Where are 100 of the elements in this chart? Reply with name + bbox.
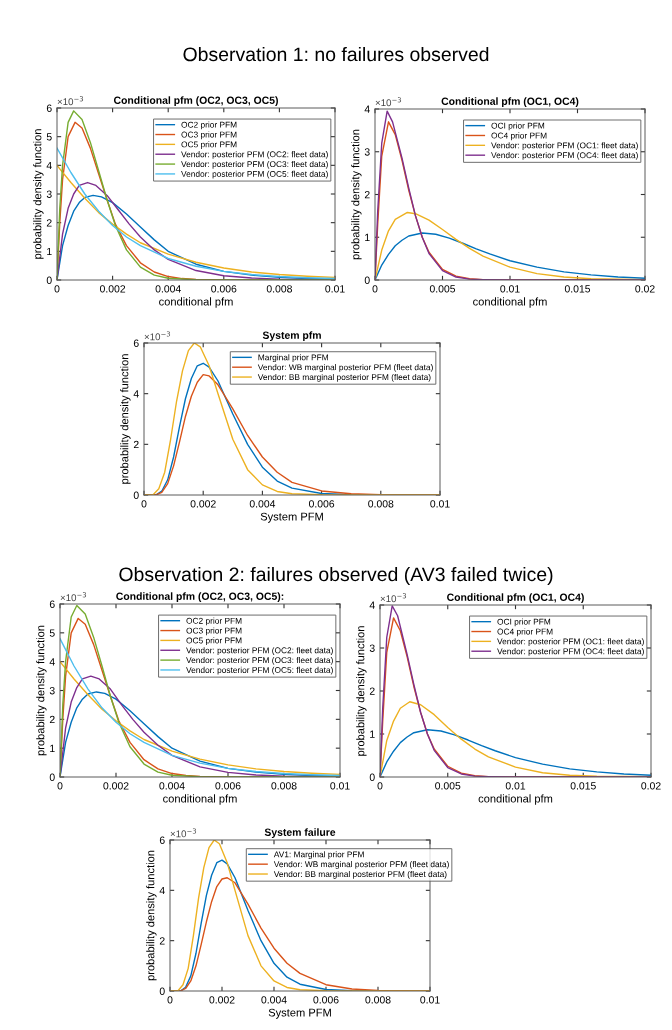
legend-label: Vendor: WB marginal posterior PFM (fleet data) [257, 364, 433, 372]
y-tick-label: 2 [133, 440, 139, 449]
y-tick-label: 1 [365, 233, 370, 242]
y-tick-label: 2 [369, 687, 375, 695]
legend-label: Vendor: posterior PFM (OC1: fleet data) [497, 638, 644, 647]
x-tick-label: 0.006 [313, 996, 339, 1004]
legend-label: Vendor: posterior PFM (OC4: fleet data) [491, 152, 638, 160]
y-tick-label: 3 [364, 148, 370, 156]
legend-label: Vendor: posterior PFM (OC3: fleet data) [181, 160, 328, 169]
chart-title: Conditional pfm (OC1, OC4) [441, 97, 579, 107]
y-tick-label: 4 [159, 886, 165, 895]
x-tick-label: 0.02 [641, 782, 661, 790]
x-tick-label: 0.01 [505, 782, 526, 790]
chart-title: Conditional pfm (OC1, OC4) [447, 593, 584, 603]
y-tick-label: 2 [159, 937, 165, 945]
y-axis-title: probability density function [356, 626, 367, 756]
text: ×10$^{−3}$ [375, 97, 402, 107]
legend-label: OC2 prior PFM [181, 121, 237, 130]
text: Observation 1: no failures observed [183, 46, 489, 62]
legend-label: Vendor: posterior PFM (OC1: fleet data) [491, 142, 638, 150]
x-tick-label: 0 [57, 782, 63, 790]
y-tick-label: 3 [369, 644, 375, 652]
x-tick-label: 0.01 [325, 285, 345, 293]
legend-label: Vendor: posterior PFM (OC5: fleet data) [181, 170, 328, 179]
y-axis-title: probability density function [120, 354, 131, 484]
y-tick-label: 6 [49, 600, 55, 608]
x-tick-label: 0.004 [159, 782, 185, 790]
y-tick-label: 2 [49, 715, 55, 724]
y-tick-label: 3 [46, 190, 52, 198]
text: ×10$^{−3}$ [170, 828, 197, 838]
x-axis-title: conditional pfm [473, 297, 547, 308]
x-axis-title: conditional pfm [163, 794, 237, 805]
y-tick-label: 5 [46, 133, 52, 141]
x-tick-label: 0.008 [271, 782, 297, 790]
y-tick-label: 1 [50, 744, 55, 752]
text: ×10$^{−3}$ [144, 331, 171, 341]
x-tick-label: 0 [167, 996, 173, 1004]
legend-label: OCI prior PFM [491, 122, 545, 131]
x-tick-label: 0.006 [308, 500, 335, 508]
y-tick-label: 2 [364, 191, 370, 199]
y-tick-label: 0 [364, 276, 370, 284]
y-tick-label: 1 [47, 247, 52, 256]
x-tick-label: 0.015 [564, 285, 591, 293]
y-tick-label: 0 [369, 773, 375, 781]
legend-label: Vendor: WB marginal posterior PFM (fleet data) [273, 861, 449, 869]
x-tick-label: 0 [141, 500, 147, 508]
y-tick-label: 4 [46, 161, 52, 170]
x-tick-label: 0.02 [635, 285, 655, 293]
y-tick-label: 1 [370, 730, 375, 738]
x-tick-label: 0.004 [249, 500, 276, 508]
legend-label: OC2 prior PFM [186, 617, 242, 626]
y-tick-label: 6 [133, 339, 139, 347]
x-tick-label: 0.006 [215, 782, 241, 790]
x-axis-title: conditional pfm [478, 794, 553, 805]
x-axis-title: System PFM [268, 1008, 331, 1019]
x-tick-label: 0.002 [103, 782, 129, 790]
y-tick-label: 5 [49, 629, 55, 637]
x-tick-label: 0.015 [570, 782, 596, 790]
x-tick-label: 0.002 [190, 500, 216, 508]
legend-label: OCI prior PFM [497, 618, 551, 627]
text: ×10$^{−3}$ [60, 592, 87, 602]
x-tick-label: 0 [54, 285, 60, 293]
x-axis-title: conditional pfm [159, 297, 233, 308]
y-tick-label: 6 [46, 104, 52, 112]
y-axis-title: probability density function [146, 850, 157, 981]
legend-label: Vendor: posterior PFM (OC2: fleet data) [186, 647, 333, 655]
legend-label: OC5 prior PFM [186, 637, 242, 646]
x-tick-label: 0.002 [209, 996, 235, 1004]
y-axis-title: probability density function [36, 625, 47, 756]
x-tick-label: 0.005 [435, 782, 461, 790]
legend-label: Marginal prior PFM [258, 354, 328, 362]
y-axis-title: probability density function [351, 129, 362, 260]
y-tick-label: 4 [49, 658, 55, 666]
y-tick-label: 4 [133, 390, 139, 398]
y-tick-label: 0 [133, 491, 139, 499]
x-tick-label: 0.002 [99, 285, 126, 293]
x-tick-label: 0.008 [266, 285, 292, 293]
y-tick-label: 0 [159, 987, 165, 995]
text: Observation 2: failures observed (AV3 failed twice) [119, 566, 553, 586]
legend-label: OC3 prior PFM [181, 131, 237, 140]
legend-label: OC3 prior PFM [186, 627, 242, 636]
y-tick-label: 4 [369, 601, 375, 609]
chart-title: System failure [264, 828, 336, 838]
legend-label: Vendor: posterior PFM (OC2: fleet data) [181, 151, 328, 159]
y-tick-label: 2 [46, 219, 52, 227]
text: ×10$^{−3}$ [380, 593, 407, 603]
x-tick-label: 0.01 [330, 782, 350, 790]
legend-label: OC5 prior PFM [181, 141, 237, 150]
y-tick-label: 4 [364, 105, 370, 113]
x-tick-label: 0.01 [430, 500, 450, 508]
x-tick-label: 0.01 [420, 996, 440, 1004]
legend-label: Vendor: BB marginal posterior PFM (fleet data) [273, 870, 447, 879]
y-tick-label: 3 [49, 687, 55, 695]
x-tick-label: 0.008 [365, 996, 391, 1004]
x-tick-label: 0.01 [500, 285, 520, 293]
chart-title: Conditional pfm (OC2, OC3, OC5) [113, 96, 278, 106]
x-tick-label: 0.006 [211, 285, 237, 293]
x-axis-title: System PFM [260, 512, 323, 523]
legend-label: OC4 prior PFM [497, 628, 553, 637]
y-tick-label: 0 [49, 773, 55, 781]
